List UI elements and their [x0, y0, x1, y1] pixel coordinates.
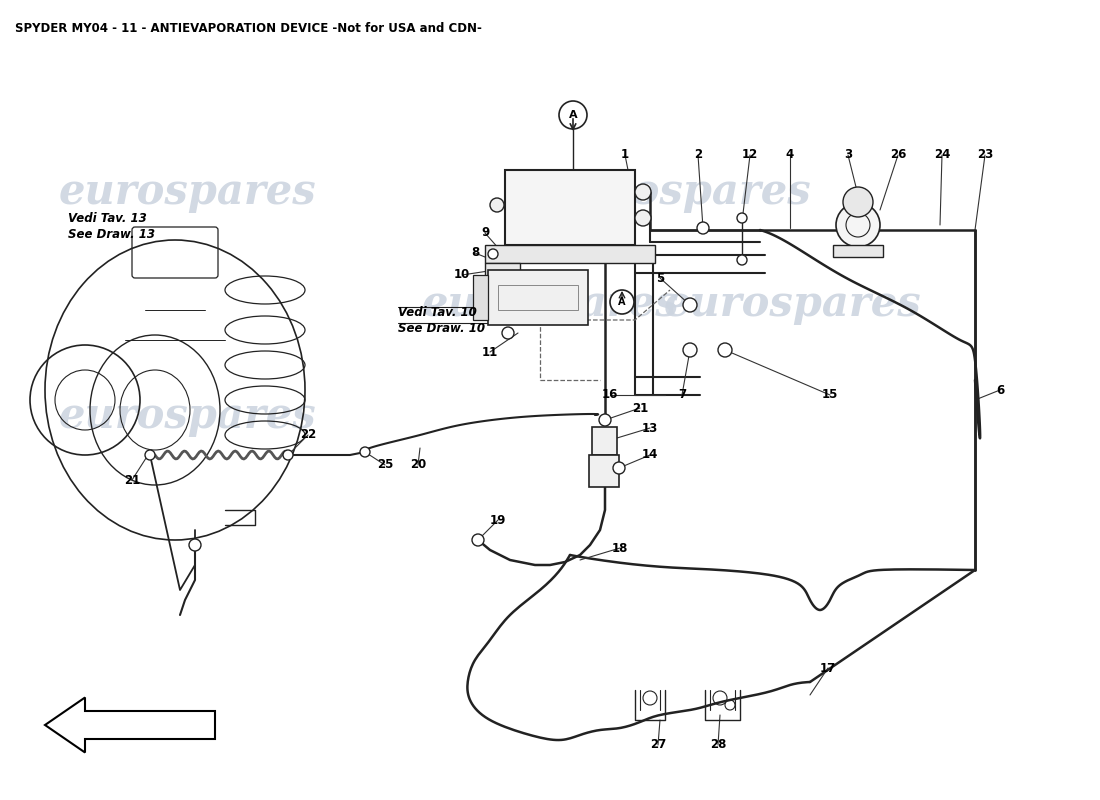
- Circle shape: [737, 213, 747, 223]
- Text: eurospares: eurospares: [58, 395, 316, 437]
- Text: 3: 3: [844, 149, 852, 162]
- Circle shape: [559, 101, 587, 129]
- Text: eurospares: eurospares: [421, 283, 679, 325]
- Text: eurospares: eurospares: [553, 171, 811, 213]
- Bar: [485, 245, 654, 263]
- Circle shape: [697, 222, 710, 234]
- FancyArrow shape: [45, 698, 214, 753]
- Text: Vedi Tav. 10: Vedi Tav. 10: [398, 306, 476, 318]
- Circle shape: [737, 255, 747, 265]
- Circle shape: [683, 298, 697, 312]
- Text: eurospares: eurospares: [58, 171, 316, 213]
- Text: 11: 11: [482, 346, 498, 358]
- Circle shape: [635, 184, 651, 200]
- Text: 20: 20: [410, 458, 426, 471]
- Text: See Draw. 10: See Draw. 10: [398, 322, 485, 334]
- Bar: [498, 285, 578, 310]
- Circle shape: [145, 450, 155, 460]
- Text: 4: 4: [785, 149, 794, 162]
- Circle shape: [189, 539, 201, 551]
- Text: 22: 22: [300, 429, 316, 442]
- Circle shape: [488, 249, 498, 259]
- Text: 10: 10: [454, 269, 470, 282]
- Bar: [588, 455, 619, 487]
- Text: 15: 15: [822, 389, 838, 402]
- Bar: [505, 170, 635, 245]
- Circle shape: [613, 462, 625, 474]
- Text: 6: 6: [996, 383, 1004, 397]
- Text: 16: 16: [602, 389, 618, 402]
- Circle shape: [610, 290, 634, 314]
- Circle shape: [490, 198, 504, 212]
- Text: 1: 1: [620, 149, 629, 162]
- Circle shape: [718, 343, 732, 357]
- Circle shape: [836, 203, 880, 247]
- Bar: [473, 275, 488, 320]
- Text: Vedi Tav. 13: Vedi Tav. 13: [68, 211, 146, 225]
- Text: 25: 25: [377, 458, 393, 471]
- Text: 7: 7: [678, 389, 686, 402]
- Text: 8: 8: [471, 246, 480, 259]
- Text: 12: 12: [741, 149, 758, 162]
- Text: 14: 14: [641, 449, 658, 462]
- Text: A: A: [618, 297, 626, 307]
- Text: 17: 17: [820, 662, 836, 674]
- Circle shape: [360, 447, 370, 457]
- Circle shape: [283, 450, 293, 460]
- Text: 21: 21: [631, 402, 648, 414]
- Circle shape: [472, 534, 484, 546]
- Text: 2: 2: [694, 149, 702, 162]
- Circle shape: [635, 210, 651, 226]
- Text: 26: 26: [890, 149, 906, 162]
- Text: 9: 9: [481, 226, 490, 239]
- Text: SPYDER MY04 - 11 - ANTIEVAPORATION DEVICE -Not for USA and CDN-: SPYDER MY04 - 11 - ANTIEVAPORATION DEVIC…: [15, 22, 482, 35]
- Text: See Draw. 13: See Draw. 13: [68, 227, 155, 241]
- Text: 5: 5: [656, 271, 664, 285]
- Text: 28: 28: [710, 738, 726, 751]
- Text: 23: 23: [977, 149, 993, 162]
- Text: 24: 24: [934, 149, 950, 162]
- Text: eurospares: eurospares: [663, 283, 921, 325]
- Circle shape: [843, 187, 873, 217]
- Bar: [833, 245, 883, 257]
- Bar: [485, 263, 520, 278]
- Circle shape: [683, 343, 697, 357]
- Text: 19: 19: [490, 514, 506, 526]
- Bar: [488, 270, 588, 325]
- Text: 13: 13: [642, 422, 658, 434]
- Text: 27: 27: [650, 738, 667, 751]
- Text: 21: 21: [124, 474, 140, 486]
- Bar: [592, 427, 617, 455]
- Circle shape: [502, 327, 514, 339]
- Text: A: A: [569, 110, 578, 120]
- Circle shape: [600, 414, 610, 426]
- Text: 18: 18: [612, 542, 628, 554]
